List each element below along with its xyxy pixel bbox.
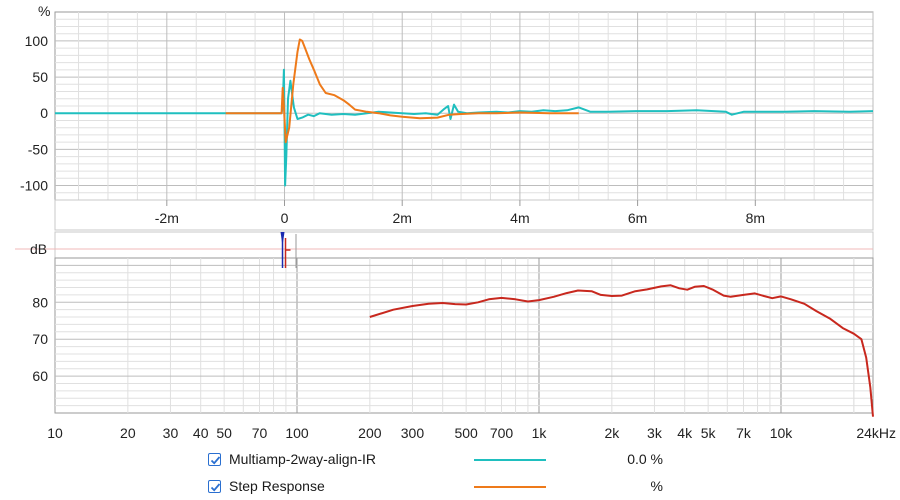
frequency-y-tick: 80 — [32, 294, 48, 310]
legend-checkbox-step[interactable] — [208, 480, 221, 493]
time-x-tick: 0 — [281, 210, 289, 226]
frequency-x-tick: 70 — [252, 425, 268, 441]
frequency-x-tick: 300 — [401, 425, 425, 441]
check-icon — [210, 456, 221, 465]
time-x-tick: 2m — [392, 210, 411, 226]
time-x-tick: 4m — [510, 210, 529, 226]
frequency-plot-frame — [54, 257, 874, 414]
frequency-x-tick: 10k — [770, 425, 794, 441]
step-response-line — [225, 38, 579, 144]
frequency-x-tick: 30 — [163, 425, 179, 441]
frequency-plot-grid — [54, 258, 873, 413]
frequency-x-tick: 500 — [454, 425, 478, 441]
legend-row-step: Step Response % — [208, 477, 688, 499]
frequency-x-tick: 2k — [604, 425, 620, 441]
frequency-x-tick: 40 — [193, 425, 209, 441]
impulse-y-tick: -50 — [28, 141, 48, 157]
time-marker[interactable] — [280, 232, 297, 268]
impulse-y-unit-label: % — [38, 3, 50, 19]
db-strip-frame — [54, 231, 874, 259]
time-x-tick-labels: -2m 0 2m 4m 6m 8m — [155, 200, 765, 226]
legend-swatch-ir — [474, 459, 546, 461]
frequency-x-tick: 10 — [47, 425, 63, 441]
frequency-x-tick: 700 — [490, 425, 514, 441]
frequency-x-tick: 200 — [358, 425, 382, 441]
frequency-series — [369, 284, 874, 417]
impulse-plot-grid — [55, 12, 874, 200]
legend-value-step: % — [650, 478, 663, 494]
frequency-x-tick: 3k — [647, 425, 663, 441]
frequency-y-tick: 60 — [32, 368, 48, 384]
frequency-x-tick-labels: 10 20 30 40 50 70 100 200 300 500 700 1k 2k 3k 4k 5k 7k 1… — [47, 425, 896, 441]
frequency-x-tick: 4k — [677, 425, 693, 441]
frequency-x-tick: 50 — [216, 425, 232, 441]
impulse-y-tick: -100 — [20, 178, 48, 194]
legend-swatch-step — [474, 486, 546, 488]
frequency-response-line — [369, 284, 874, 417]
legend-name-step: Step Response — [229, 478, 325, 494]
time-x-tick: -2m — [155, 210, 179, 226]
legend-value-ir: 0.0 % — [627, 451, 663, 467]
frequency-y-tick: 70 — [32, 331, 48, 347]
impulse-y-tick-labels: 100 50 0 -50 -100 — [20, 33, 48, 194]
impulse-y-tick: 100 — [25, 33, 49, 49]
legend-name-ir: Multiamp-2way-align-IR — [229, 451, 377, 467]
frequency-x-tick: 1k — [532, 425, 548, 441]
frequency-x-tick: 100 — [285, 425, 309, 441]
legend-row-ir: Multiamp-2way-align-IR 0.0 % — [208, 450, 688, 472]
frequency-x-tick: 24kHz — [856, 425, 896, 441]
impulse-y-tick: 50 — [32, 69, 48, 85]
check-icon — [210, 483, 221, 492]
frequency-x-tick: 20 — [120, 425, 136, 441]
impulse-y-tick: 0 — [40, 105, 48, 121]
legend-checkbox-ir[interactable] — [208, 453, 221, 466]
marker-head — [280, 232, 285, 246]
time-x-tick: 6m — [628, 210, 647, 226]
frequency-y-tick-labels: 80 70 60 — [32, 294, 48, 384]
impulse-series — [55, 38, 874, 187]
frequency-x-tick: 7k — [736, 425, 752, 441]
db-unit-label: dB — [30, 241, 47, 257]
frequency-x-tick: 5k — [701, 425, 717, 441]
time-x-tick: 8m — [746, 210, 765, 226]
impulse-response-line — [55, 68, 874, 187]
time-axis-strip[interactable] — [54, 199, 874, 231]
